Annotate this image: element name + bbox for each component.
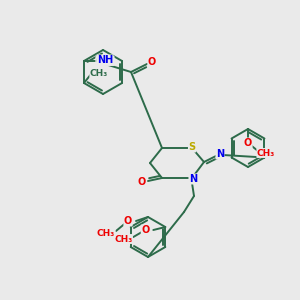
Text: O: O — [124, 216, 132, 226]
Text: S: S — [188, 142, 196, 152]
Text: O: O — [138, 177, 146, 187]
Text: O: O — [244, 138, 252, 148]
Text: N: N — [189, 174, 197, 184]
Text: CH₃: CH₃ — [96, 56, 114, 65]
Text: CH₃: CH₃ — [257, 148, 275, 158]
Text: NH: NH — [97, 55, 113, 65]
Text: CH₃: CH₃ — [114, 235, 132, 244]
Text: O: O — [141, 225, 149, 235]
Text: O: O — [148, 57, 156, 67]
Text: CH₃: CH₃ — [90, 68, 108, 77]
Text: N: N — [216, 149, 224, 159]
Text: CH₃: CH₃ — [97, 229, 115, 238]
